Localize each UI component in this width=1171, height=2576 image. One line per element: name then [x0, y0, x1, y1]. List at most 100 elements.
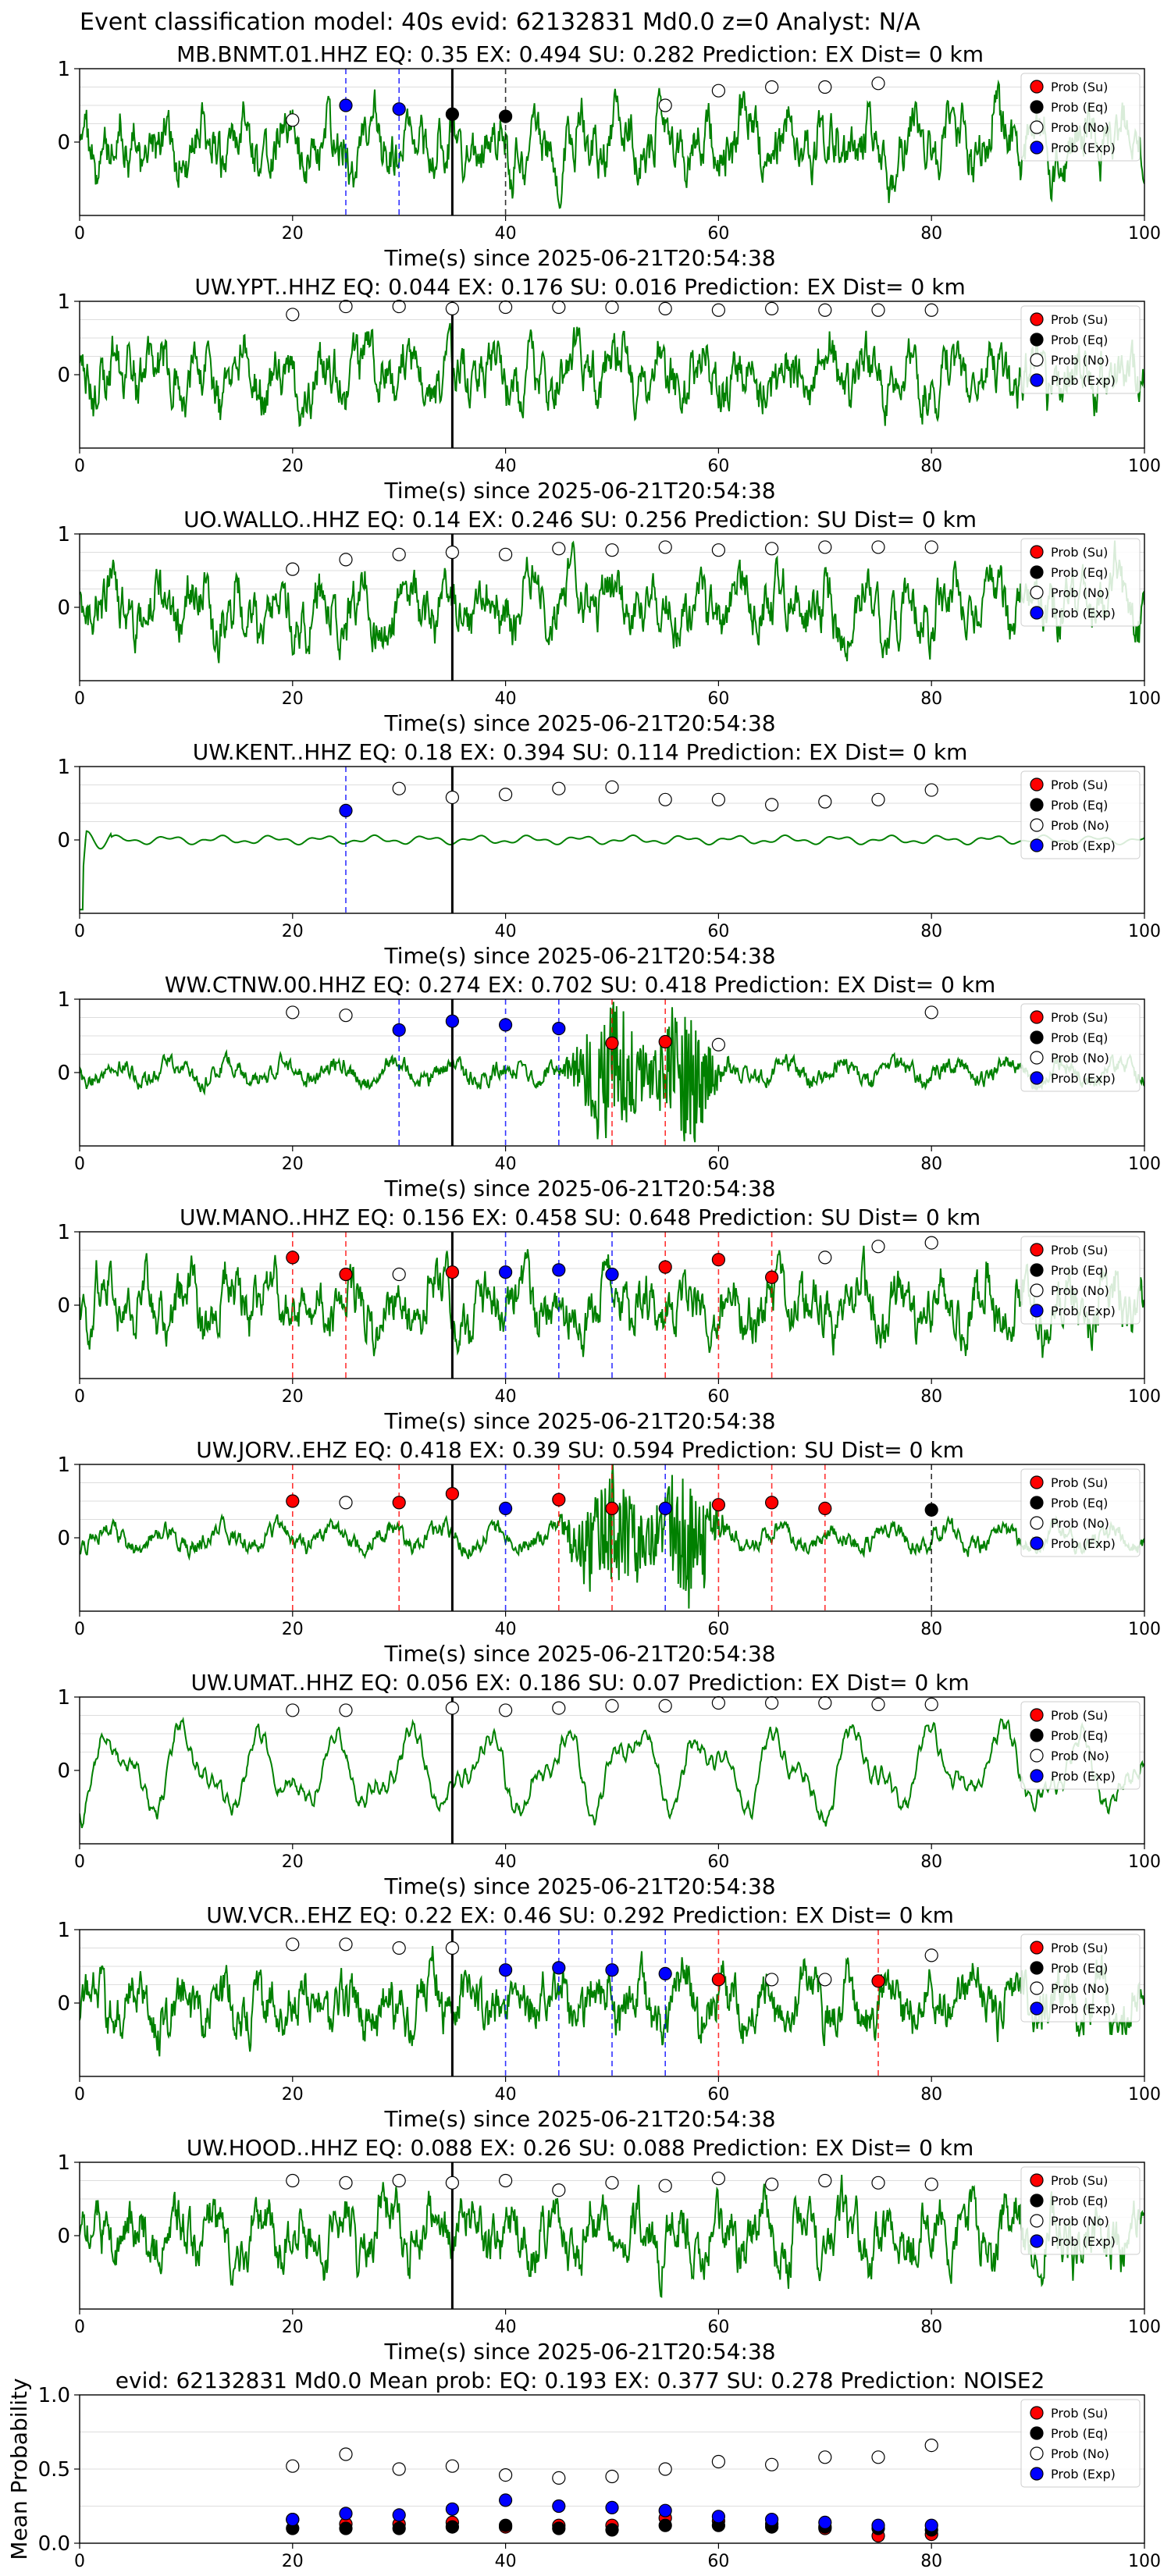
prob-marker-su	[286, 1494, 300, 1508]
prob-marker-no	[498, 788, 513, 802]
prob-marker-no	[924, 540, 938, 554]
mean-marker	[552, 2471, 566, 2485]
mean-marker	[871, 2450, 885, 2464]
y-tick-label: 1	[57, 756, 70, 779]
legend-marker-0	[1030, 1010, 1044, 1024]
prob-marker-no	[711, 1695, 726, 1710]
legend-marker-0	[1030, 1475, 1044, 1489]
legend-marker-0	[1030, 80, 1044, 94]
prob-marker-no	[286, 2173, 300, 2188]
legend-label-3: Prob (Exp)	[1051, 1304, 1116, 1318]
x-tick-label: 80	[920, 457, 942, 476]
y-tick-label: 1	[57, 290, 70, 314]
legend-label-2: Prob (No)	[1051, 1051, 1109, 1066]
station-panel: WW.CTNW.00.HHZ EQ: 0.274 EX: 0.702 SU: 0…	[57, 972, 1161, 1201]
prob-marker-no	[392, 547, 406, 561]
prob-marker-no	[552, 2183, 566, 2197]
legend-marker-0	[1030, 2406, 1044, 2420]
x-tick-label: 100	[1128, 1387, 1161, 1407]
prob-marker-no	[286, 1005, 300, 1019]
legend-marker-3	[1030, 2467, 1044, 2481]
legend-label-2: Prob (No)	[1051, 2446, 1109, 2461]
legend-label-1: Prob (Eq)	[1051, 1728, 1108, 1743]
legend-marker-2	[1030, 1981, 1044, 1995]
prob-marker-su	[552, 1493, 566, 1507]
x-tick-label: 20	[282, 1852, 304, 1872]
legend-marker-2	[1030, 1051, 1044, 1065]
mean-marker	[818, 2450, 832, 2464]
legend-marker-1	[1030, 1263, 1044, 1277]
prob-marker-exp	[658, 1501, 672, 1516]
waveform-trace	[80, 2174, 1144, 2298]
mean-marker	[605, 2500, 619, 2514]
legend-marker-0	[1030, 1941, 1044, 1955]
prob-marker-no	[924, 1697, 938, 1711]
legend-label-2: Prob (No)	[1051, 1283, 1109, 1298]
prob-marker-no	[711, 84, 726, 98]
waveform-trace	[80, 540, 1144, 664]
legend-box	[1020, 1934, 1141, 2023]
legend-label-2: Prob (No)	[1051, 1981, 1109, 1996]
x-axis-label: Time(s) since 2025-06-21T20:54:38	[384, 2339, 776, 2364]
prob-marker-no	[764, 542, 779, 556]
x-tick-label: 80	[920, 2552, 942, 2571]
prob-marker-no	[818, 80, 832, 94]
prob-marker-su	[605, 1036, 619, 1051]
x-tick-label: 20	[282, 2552, 304, 2571]
prob-marker-no	[392, 781, 406, 795]
prob-marker-eq	[924, 1503, 938, 1517]
station-panel: UO.WALLO..HHZ EQ: 0.14 EX: 0.246 SU: 0.2…	[57, 507, 1161, 736]
prob-marker-su	[286, 1251, 300, 1265]
y-tick-label: 1	[57, 1221, 70, 1244]
x-tick-label: 60	[707, 1155, 729, 1174]
y-tick-label: 0.0	[38, 2532, 70, 2556]
prob-marker-su	[605, 1501, 619, 1516]
station-panel: UW.VCR..EHZ EQ: 0.22 EX: 0.46 SU: 0.292 …	[57, 1902, 1161, 2132]
prob-marker-no	[445, 2176, 460, 2190]
prob-marker-su	[445, 1486, 460, 1501]
prob-marker-no	[764, 301, 779, 315]
legend-label-2: Prob (No)	[1051, 1749, 1109, 1763]
prob-marker-no	[286, 113, 300, 127]
legend-label-0: Prob (Su)	[1051, 2173, 1108, 2188]
legend-marker-0	[1030, 312, 1044, 326]
legend-label-3: Prob (Exp)	[1051, 838, 1116, 853]
prob-marker-no	[711, 543, 726, 557]
prob-marker-no	[392, 1267, 406, 1282]
x-tick-label: 20	[282, 1155, 304, 1174]
x-tick-label: 20	[282, 457, 304, 476]
legend-marker-0	[1030, 1708, 1044, 1722]
x-tick-label: 40	[495, 2318, 517, 2337]
legend-label-1: Prob (Eq)	[1051, 565, 1108, 580]
legend-label-1: Prob (Eq)	[1051, 1496, 1108, 1510]
mean-panel: evid: 62132831 Md0.0 Mean prob: EQ: 0.19…	[6, 2368, 1161, 2571]
legend-label-1: Prob (Eq)	[1051, 2194, 1108, 2208]
x-tick-label: 100	[1128, 689, 1161, 709]
y-tick-label: 0	[57, 364, 70, 387]
prob-marker-exp	[498, 1963, 513, 1977]
prob-marker-no	[339, 1937, 353, 1952]
legend-label-2: Prob (No)	[1051, 1516, 1109, 1531]
prob-marker-no	[711, 2172, 726, 2186]
prob-marker-no	[924, 1948, 938, 1962]
x-tick-label: 40	[495, 224, 517, 244]
legend-box	[1020, 1236, 1141, 1325]
x-tick-label: 60	[707, 689, 729, 709]
x-tick-label: 80	[920, 2318, 942, 2337]
legend-box	[1020, 2399, 1141, 2488]
y-axis-label: Mean Probability	[6, 2378, 32, 2560]
prob-marker-no	[339, 299, 353, 314]
mean-marker	[445, 2520, 460, 2534]
prob-marker-no	[605, 2176, 619, 2190]
prob-marker-eq	[498, 109, 513, 123]
y-tick-label: 0	[57, 1294, 70, 1318]
legend-label-1: Prob (Eq)	[1051, 333, 1108, 347]
mean-marker	[552, 2521, 566, 2535]
prob-marker-no	[764, 1695, 779, 1710]
panel-title: UW.UMAT..HHZ EQ: 0.056 EX: 0.186 SU: 0.0…	[190, 1670, 969, 1695]
mean-marker	[339, 2521, 353, 2535]
legend-marker-2	[1030, 2446, 1044, 2460]
x-tick-label: 40	[495, 457, 517, 476]
x-tick-label: 80	[920, 1852, 942, 1872]
x-tick-label: 20	[282, 922, 304, 941]
